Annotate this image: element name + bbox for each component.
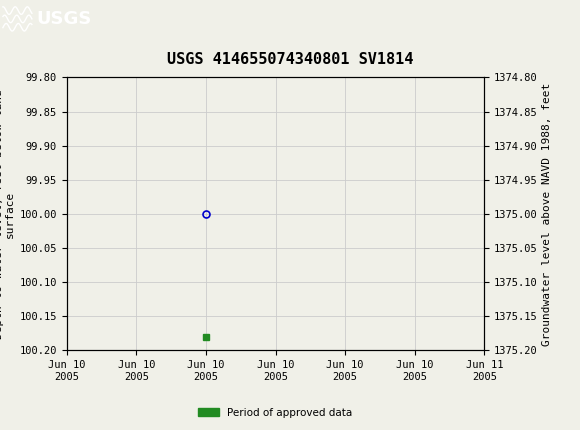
Legend: Period of approved data: Period of approved data: [194, 403, 357, 422]
Text: USGS: USGS: [36, 10, 91, 28]
Text: USGS 414655074340801 SV1814: USGS 414655074340801 SV1814: [167, 52, 413, 67]
Y-axis label: Groundwater level above NAVD 1988, feet: Groundwater level above NAVD 1988, feet: [542, 82, 552, 346]
Y-axis label: Depth to water level, feet below land
surface: Depth to water level, feet below land su…: [0, 89, 15, 339]
